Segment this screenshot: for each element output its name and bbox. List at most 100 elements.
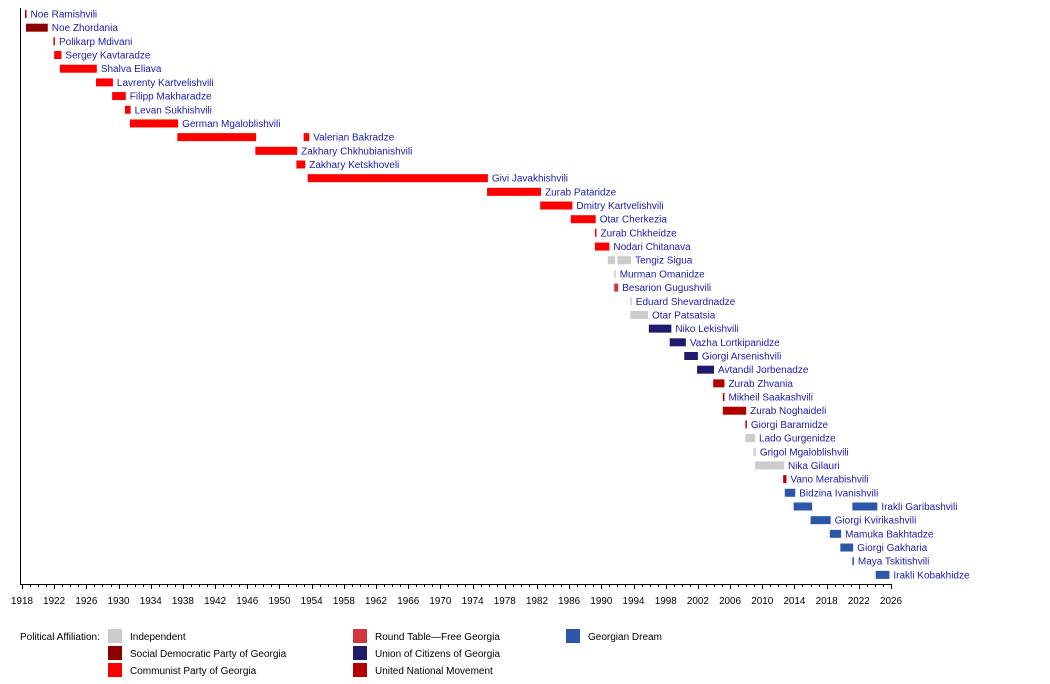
legend-swatch [353,646,367,660]
officeholder-label: German Mgaloblishvili [182,119,280,130]
officeholder-label: Noe Ramishvili [30,10,97,21]
officeholder-label: Mamuka Bakhtadze [845,529,934,540]
officeholder-label: Giorgi Baramidze [751,420,829,431]
officeholder-label: Otar Patsatsia [652,310,716,321]
x-tick-label: 2002 [687,596,709,607]
term-bar [112,92,126,101]
x-tick-label: 1990 [590,596,612,607]
x-tick-label: 2026 [880,596,902,607]
term-bar [53,37,55,46]
term-bar [829,529,842,538]
officeholder-label: Bidzina Ivanishvili [799,488,878,499]
term-bar [570,215,596,224]
officeholder-label: Giorgi Gakharia [857,543,927,554]
x-tick-label: 2014 [783,596,805,607]
term-bar [755,461,784,470]
legend-label: Independent [130,632,186,643]
term-bar [875,570,890,579]
term-bar [753,447,756,456]
officeholder-label: Nodari Chitanava [613,242,691,253]
term-bar [129,119,179,128]
officeholder-label: Maya Tskitishvili [858,557,930,568]
officeholder-label: Vazha Lortkipanidze [690,338,780,349]
term-bar [177,133,257,142]
term-bar [594,228,597,237]
officeholder-label: Irakli Garibashvili [881,502,957,513]
x-tick-label: 1970 [429,596,451,607]
officeholder-label: Shalva Eliava [101,64,162,75]
officeholder-label: Niko Lekishvili [675,324,738,335]
term-bar [96,78,113,87]
x-tick-label: 1986 [558,596,580,607]
officeholder-label: Zakhary Ketskhoveli [309,160,399,171]
legend-swatch [108,646,122,660]
term-bar [669,338,686,347]
x-tick-label: 1946 [236,596,258,607]
x-tick-label: 1954 [301,596,323,607]
officeholder-label: Tengiz Sigua [635,256,693,267]
term-bar [487,187,541,196]
x-tick-label: 1934 [140,596,162,607]
term-bar [540,201,573,210]
x-tick-label: 1982 [526,596,548,607]
officeholder-label: Dmitry Kartvelishvili [576,201,663,212]
x-tick-label: 1962 [365,596,387,607]
officeholder-label: Lavrenty Kartvelishvili [117,78,214,89]
term-bar [307,174,488,183]
term-bar [59,64,97,73]
legend-label: Round Table—Free Georgia [375,632,500,643]
x-tick-label: 1994 [623,596,645,607]
term-bar [783,475,787,484]
x-tick-label: 1930 [108,596,130,607]
term-bar [594,242,610,251]
x-tick-label: 1958 [333,596,355,607]
officeholder-label: Otar Cherkezia [600,215,668,226]
term-bar [722,406,747,415]
term-bar [24,10,27,18]
legend-label: Georgian Dream [588,632,662,643]
officeholder-label: Zakhary Chkhubianishvili [301,146,412,157]
term-bar [648,324,672,333]
officeholder-label: Givi Javakhishvili [492,174,568,185]
legend-swatch [353,629,367,643]
x-tick-label: 1950 [268,596,290,607]
term-bar [617,256,632,265]
officeholder-label: Murman Omanidze [620,269,705,280]
term-bar [852,502,878,511]
term-bar [697,365,714,374]
x-tick-label: 2018 [816,596,838,607]
term-bar [614,283,619,292]
x-tick-label: 2022 [848,596,870,607]
officeholder-label: Avtandil Jorbenadze [718,365,809,376]
term-bar [607,256,616,265]
officeholder-label: Valerian Bakradze [313,133,394,144]
term-bar [684,352,698,360]
term-bar [296,160,306,169]
x-tick-label: 1938 [172,596,194,607]
officeholder-label: Polikarp Mdivani [59,37,132,48]
officeholder-label: Zurab Zhvania [728,379,793,390]
term-bar [630,310,649,319]
legend-label: Social Democratic Party of Georgia [130,649,287,660]
x-tick-label: 2006 [719,596,741,607]
x-tick-label: 2010 [751,596,773,607]
officeholder-label: Noe Zhordania [52,23,119,34]
officeholder-label: Zurab Chkheidze [601,228,678,239]
x-tick-label: 1978 [494,596,516,607]
term-bar [852,557,854,566]
officeholder-label: Sergey Kavtaradze [65,51,150,62]
officeholder-label: Vano Merabishvili [790,475,868,486]
legend-label: Communist Party of Georgia [130,666,257,677]
officeholder-label: Nika Gilauri [788,461,840,472]
x-tick-label: 1942 [204,596,226,607]
officeholder-label: Grigol Mgaloblishvili [760,447,849,458]
x-tick-label: 1918 [11,596,33,607]
term-bar [840,543,854,552]
legend-swatch [108,629,122,643]
officeholder-label: Mikheil Saakashvili [728,393,812,404]
x-tick-label: 1966 [397,596,419,607]
legend-swatch [566,629,580,643]
officeholder-label: Giorgi Arsenishvili [702,352,781,363]
x-tick-label: 1998 [655,596,677,607]
